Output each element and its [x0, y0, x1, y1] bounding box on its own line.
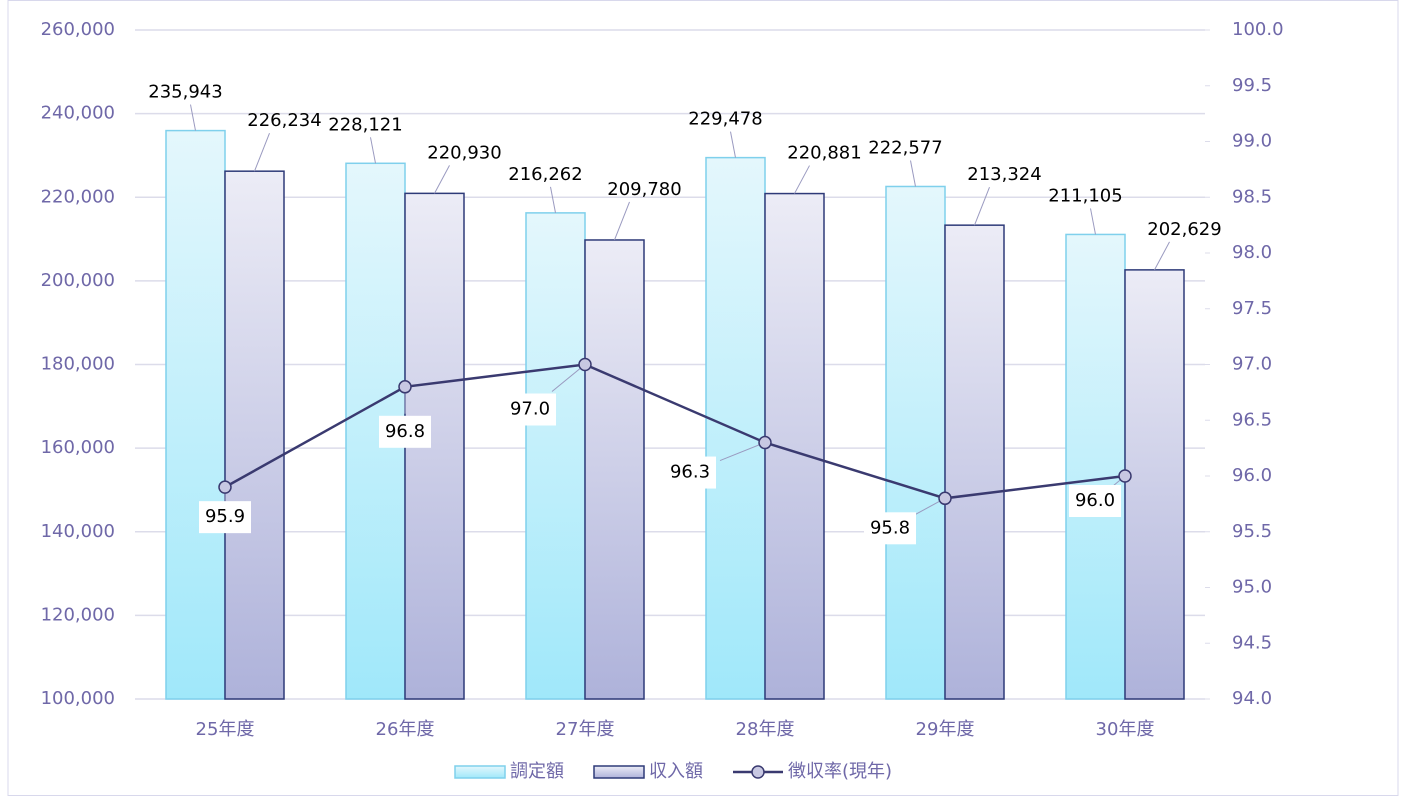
y-tick-label: 240,000: [41, 103, 115, 124]
bar: [885, 185, 946, 700]
data-label: 222,577: [868, 137, 942, 158]
y2-tick-label: 99.5: [1232, 75, 1272, 96]
data-label: 213,324: [967, 164, 1041, 185]
data-label: 211,105: [1048, 185, 1122, 206]
leader-line: [254, 133, 270, 172]
y-tick-label: 100,000: [41, 688, 115, 709]
x-tick-label: 30年度: [1096, 719, 1155, 740]
y2-tick-label: 98.0: [1232, 242, 1272, 263]
leader-line: [370, 137, 376, 164]
leader-line: [551, 364, 586, 392]
legend-swatch: [593, 765, 645, 779]
leader-line: [1090, 208, 1096, 235]
y2-tick-label: 96.0: [1232, 465, 1272, 486]
bar: [584, 239, 645, 700]
data-label: 96.8: [385, 421, 425, 442]
bar: [705, 156, 766, 700]
legend-label: 徴収率(現年): [788, 761, 892, 782]
leader-line: [974, 186, 990, 226]
leader-line: [1154, 241, 1170, 271]
leader-line: [190, 104, 196, 131]
y2-tick-label: 99.0: [1232, 131, 1272, 152]
y-tick-label: 200,000: [41, 270, 115, 291]
leader-line: [730, 131, 736, 158]
y2-tick-label: 97.0: [1232, 354, 1272, 375]
marker: [578, 357, 592, 372]
marker: [938, 491, 952, 506]
y2-tick-label: 94.5: [1232, 632, 1272, 653]
y2-tick-label: 95.0: [1232, 577, 1272, 598]
legend-swatch: [454, 765, 506, 779]
data-label: 220,930: [427, 142, 501, 163]
label-box: [379, 415, 431, 448]
marker: [398, 380, 412, 394]
data-label: 95.8: [870, 517, 910, 538]
y2-tick-label: 96.5: [1232, 409, 1272, 430]
data-label: 202,629: [1147, 219, 1221, 240]
y2-tick-label: 95.5: [1232, 521, 1272, 542]
leader-line: [910, 160, 916, 187]
y-tick-label: 220,000: [41, 186, 115, 207]
bar: [224, 170, 285, 700]
y2-tick-label: 98.5: [1232, 186, 1272, 207]
label-box: [199, 501, 251, 534]
data-label: 96.0: [1075, 490, 1115, 511]
x-tick-label: 28年度: [736, 719, 795, 740]
y-tick-label: 140,000: [41, 521, 115, 542]
data-label: 96.3: [670, 462, 710, 483]
marker: [218, 480, 232, 494]
bar: [1065, 233, 1126, 700]
legend-label: 収入額: [649, 761, 703, 782]
x-tick-label: 29年度: [916, 719, 975, 740]
leader-line: [719, 442, 766, 462]
label-box: [1069, 485, 1121, 517]
y2-tick-label: 100.0: [1232, 19, 1284, 40]
data-label: 228,121: [328, 114, 402, 135]
label-box: [864, 512, 916, 545]
x-tick-label: 25年度: [196, 719, 255, 740]
data-label: 226,234: [247, 110, 321, 131]
data-label: 229,478: [688, 109, 762, 130]
data-label: 220,881: [787, 143, 861, 164]
label-box: [504, 393, 556, 426]
leader-line: [550, 186, 556, 213]
y-tick-label: 180,000: [41, 354, 115, 375]
legend-label: 調定額: [510, 761, 564, 782]
y2-tick-label: 94.0: [1232, 688, 1272, 709]
x-tick-label: 27年度: [556, 719, 615, 740]
bar: [165, 129, 226, 700]
legend-swatch: [751, 765, 765, 779]
y-tick-label: 260,000: [41, 19, 115, 40]
leader-line: [794, 165, 810, 194]
data-label: 216,262: [508, 164, 582, 185]
data-label: 97.0: [510, 399, 550, 420]
marker: [1118, 469, 1132, 483]
y-tick-label: 120,000: [41, 604, 115, 625]
x-tick-label: 26年度: [376, 719, 435, 740]
bar: [1124, 269, 1185, 700]
y-tick-label: 160,000: [41, 437, 115, 458]
leader-line: [614, 201, 630, 241]
data-label: 209,780: [607, 179, 681, 200]
data-label: 235,943: [148, 82, 222, 103]
y2-tick-label: 97.5: [1232, 298, 1272, 319]
data-label: 95.9: [205, 506, 245, 527]
line: [224, 363, 1126, 500]
marker: [758, 435, 772, 450]
bar: [525, 212, 586, 700]
leader-line: [434, 165, 450, 194]
label-box: [664, 456, 716, 489]
bar: [944, 224, 1005, 700]
